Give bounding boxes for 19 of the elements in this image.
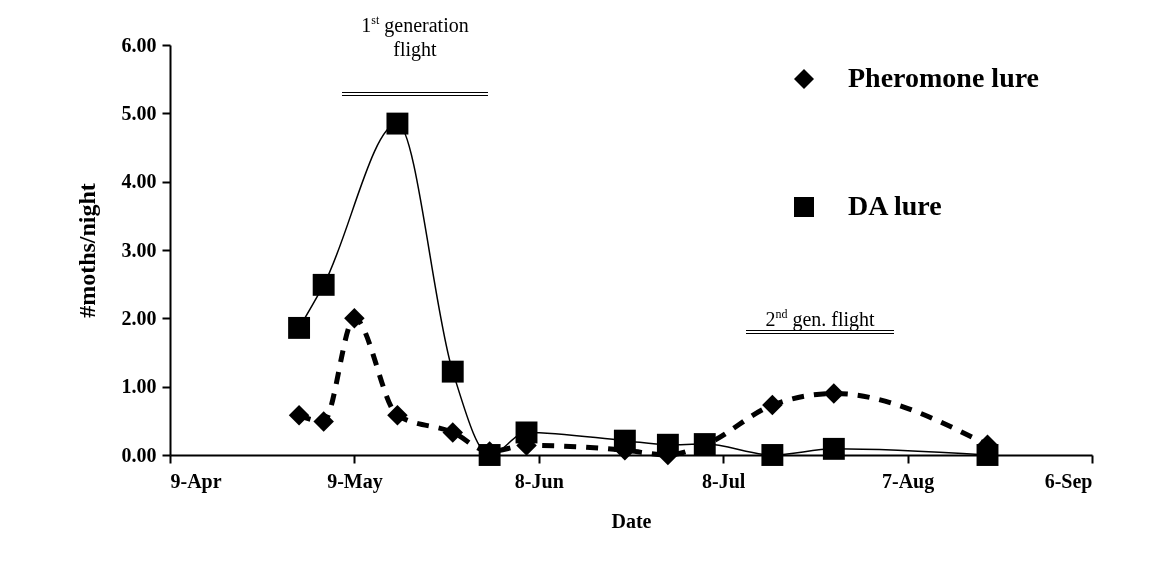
annotation: 2$^{nd}$ gen. flight: [764, 306, 876, 331]
x-axis-title: Date: [611, 509, 652, 532]
legend-label: DA lure: [848, 190, 942, 221]
y-tick-label: 5.00: [121, 101, 157, 124]
y-tick-label: 1.00: [121, 375, 157, 398]
y-tick-label: 4.00: [121, 170, 157, 193]
y-tick-label: 3.00: [121, 238, 157, 261]
x-tick-label: 6-Sep: [1044, 469, 1093, 493]
y-tick-label: 2.00: [121, 306, 157, 329]
y-axis-title: #moths/night: [73, 183, 100, 318]
annotation: 1$^{st}$ generation flight: [360, 12, 470, 61]
legend-label: Pheromone lure: [848, 62, 1040, 93]
y-tick-label: 6.00: [121, 33, 157, 56]
x-tick-label: 9-Apr: [170, 469, 222, 493]
x-tick-label: 7-Aug: [881, 469, 935, 493]
y-tick-label: 0.00: [121, 443, 157, 466]
x-tick-label: 8-Jun: [514, 469, 564, 492]
x-tick-label: 9-May: [327, 469, 383, 493]
x-tick-label: 8-Jul: [702, 469, 746, 492]
